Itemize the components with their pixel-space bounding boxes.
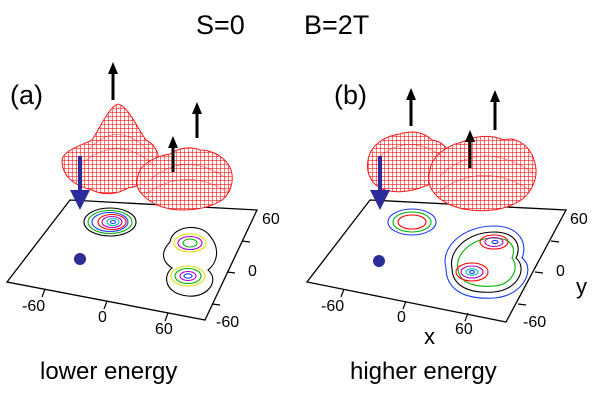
panel-b-x-tick-60: 60 bbox=[455, 321, 473, 338]
panel-b-x-ticks bbox=[340, 240, 560, 322]
panel-a-surface-grid bbox=[79, 134, 229, 195]
panel-a-x-tick-60: 60 bbox=[155, 321, 173, 338]
panel-b-spin-up-arrowhead-1 bbox=[406, 88, 416, 100]
panel-b-surface-right bbox=[428, 135, 537, 212]
spin-title: S=0 bbox=[196, 10, 245, 40]
panel-b-spin-up-arrowhead-3 bbox=[490, 90, 500, 102]
panel-b-contours-left bbox=[387, 208, 437, 236]
panel-a-surface-left bbox=[61, 103, 160, 195]
panel-a-x-tick-0: 0 bbox=[98, 309, 107, 326]
field-title: B=2T bbox=[304, 10, 370, 40]
panel-a-spin-down-arrowhead bbox=[70, 190, 90, 210]
panel-a-spin-up-arrowhead-1 bbox=[108, 62, 118, 74]
panel-b-y-tick-neg60: -60 bbox=[523, 314, 546, 331]
panel-a-y-tick-0: 0 bbox=[248, 263, 257, 280]
panel-a-blue-dot bbox=[74, 253, 86, 265]
panel-b-y-tick-60: 60 bbox=[570, 211, 588, 228]
panel-b-y-tick-0: 0 bbox=[556, 263, 565, 280]
panel-b-x-tick-0: 0 bbox=[397, 309, 406, 326]
panel-b-x-axis-label: x bbox=[424, 324, 435, 349]
panel-a-spin-up-arrowhead-2 bbox=[168, 136, 178, 148]
panel-b: -60 0 60 60 0 -60 x y bbox=[305, 88, 588, 349]
panel-b-spin-down-arrowhead bbox=[370, 190, 390, 210]
panel-a-y-tick-neg60: -60 bbox=[216, 314, 239, 331]
panel-b-label: (b) bbox=[334, 80, 367, 110]
panel-b-blue-dot bbox=[373, 255, 385, 267]
panel-a: -60 0 60 60 0 -60 bbox=[5, 62, 280, 338]
panel-b-y-axis-label: y bbox=[576, 274, 587, 299]
panel-b-spin-up-arrowhead-2 bbox=[465, 130, 475, 142]
panel-b-contours-right bbox=[444, 225, 529, 299]
panel-a-label: (a) bbox=[10, 80, 43, 110]
panel-b-surface-grid bbox=[375, 144, 533, 193]
panel-a-y-tick-60: 60 bbox=[262, 211, 280, 228]
panel-a-x-tick-neg60: -60 bbox=[22, 298, 45, 315]
panel-a-contours-left bbox=[83, 207, 137, 237]
panel-a-x-ticks bbox=[41, 240, 251, 322]
panel-a-caption: lower energy bbox=[40, 358, 178, 385]
panel-b-caption: higher energy bbox=[350, 358, 497, 385]
panel-b-x-tick-neg60: -60 bbox=[321, 298, 344, 315]
panel-b-base-plane bbox=[305, 199, 568, 323]
panel-a-contours-right bbox=[162, 226, 218, 297]
panel-a-spin-up-arrowhead-3 bbox=[192, 102, 202, 114]
